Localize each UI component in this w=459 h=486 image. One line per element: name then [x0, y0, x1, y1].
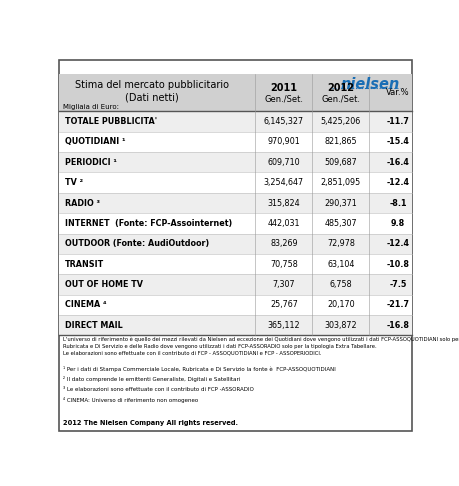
Bar: [59, 173, 411, 193]
Bar: [59, 74, 411, 111]
Bar: [59, 132, 411, 152]
Text: Migliaia di Euro:: Migliaia di Euro:: [63, 104, 118, 110]
Text: 365,112: 365,112: [267, 321, 300, 330]
Text: 5,425,206: 5,425,206: [320, 117, 360, 126]
Text: 72,978: 72,978: [326, 239, 354, 248]
Text: -7.5: -7.5: [388, 280, 406, 289]
Text: TOTALE PUBBLICITA': TOTALE PUBBLICITA': [64, 117, 157, 126]
Text: QUOTIDIANI ¹: QUOTIDIANI ¹: [64, 138, 125, 146]
Text: 7,307: 7,307: [272, 280, 295, 289]
Text: 970,901: 970,901: [267, 138, 300, 146]
Text: 70,758: 70,758: [269, 260, 297, 269]
Text: -16.8: -16.8: [386, 321, 409, 330]
Bar: [59, 193, 411, 213]
Text: -15.4: -15.4: [386, 138, 409, 146]
Text: 6,758: 6,758: [329, 280, 352, 289]
Text: 290,371: 290,371: [324, 198, 357, 208]
Text: -16.4: -16.4: [386, 158, 409, 167]
Text: 6,145,327: 6,145,327: [263, 117, 303, 126]
Text: nielsen: nielsen: [340, 77, 399, 92]
Bar: [59, 315, 411, 335]
Text: L'universo di riferimento è quello dei mezzi rilevati da Nielsen ad eccezione de: L'universo di riferimento è quello dei m…: [63, 337, 459, 355]
Text: 303,872: 303,872: [324, 321, 357, 330]
Text: ³ Le elaborazioni sono effettuate con il contributo di FCP -ASSORADIO: ³ Le elaborazioni sono effettuate con il…: [63, 387, 253, 392]
Text: -8.1: -8.1: [388, 198, 406, 208]
Bar: [59, 254, 411, 274]
Text: OUT OF HOME TV: OUT OF HOME TV: [64, 280, 142, 289]
Text: TRANSIT: TRANSIT: [64, 260, 104, 269]
Text: 509,687: 509,687: [324, 158, 357, 167]
Text: (Dati netti): (Dati netti): [125, 92, 179, 102]
Text: ¹ Per i dati di Stampa Commerciale Locale, Rubricata e Di Servizio la fonte è  F: ¹ Per i dati di Stampa Commerciale Local…: [63, 366, 335, 372]
Text: ² Il dato comprende le emittenti Generaliste, Digitali e Satellitari: ² Il dato comprende le emittenti General…: [63, 376, 240, 382]
Text: Stima del mercato pubblicitario: Stima del mercato pubblicitario: [75, 80, 229, 89]
Bar: [59, 111, 411, 132]
Bar: [59, 213, 411, 234]
Text: CINEMA ⁴: CINEMA ⁴: [64, 300, 106, 309]
Text: PERIODICI ¹: PERIODICI ¹: [64, 158, 116, 167]
Text: ⁴ CINEMA: Universo di riferimento non omogeneo: ⁴ CINEMA: Universo di riferimento non om…: [63, 398, 198, 403]
Text: 3,254,647: 3,254,647: [263, 178, 303, 187]
Text: DIRECT MAIL: DIRECT MAIL: [64, 321, 122, 330]
Bar: [59, 152, 411, 173]
Text: 2012 The Nielsen Company All rights reserved.: 2012 The Nielsen Company All rights rese…: [63, 420, 237, 426]
Text: TV ²: TV ²: [64, 178, 83, 187]
Bar: [59, 274, 411, 295]
Text: 2011: 2011: [270, 83, 297, 93]
Bar: [59, 234, 411, 254]
Text: -10.8: -10.8: [386, 260, 409, 269]
Text: 315,824: 315,824: [267, 198, 300, 208]
Text: 821,865: 821,865: [324, 138, 357, 146]
Text: -12.4: -12.4: [386, 239, 409, 248]
Text: -11.7: -11.7: [386, 117, 409, 126]
Text: -12.4: -12.4: [386, 178, 409, 187]
Text: Var.%: Var.%: [385, 88, 409, 97]
Text: INTERNET  (Fonte: FCP-Assointernet): INTERNET (Fonte: FCP-Assointernet): [64, 219, 231, 228]
Bar: [59, 295, 411, 315]
Text: Gen./Set.: Gen./Set.: [321, 95, 360, 104]
Text: 609,710: 609,710: [267, 158, 300, 167]
Text: Gen./Set.: Gen./Set.: [264, 95, 303, 104]
Text: 2,851,095: 2,851,095: [320, 178, 360, 187]
Text: -21.7: -21.7: [386, 300, 409, 309]
Text: OUTDOOR (Fonte: AudiOutdoor): OUTDOOR (Fonte: AudiOutdoor): [64, 239, 208, 248]
Text: 485,307: 485,307: [324, 219, 357, 228]
Text: 2012: 2012: [327, 83, 353, 93]
Text: 20,170: 20,170: [326, 300, 354, 309]
Text: RADIO ³: RADIO ³: [64, 198, 100, 208]
Text: 83,269: 83,269: [269, 239, 297, 248]
Text: 63,104: 63,104: [326, 260, 354, 269]
Text: 9.8: 9.8: [390, 219, 404, 228]
Text: 25,767: 25,767: [269, 300, 297, 309]
Text: 442,031: 442,031: [267, 219, 299, 228]
